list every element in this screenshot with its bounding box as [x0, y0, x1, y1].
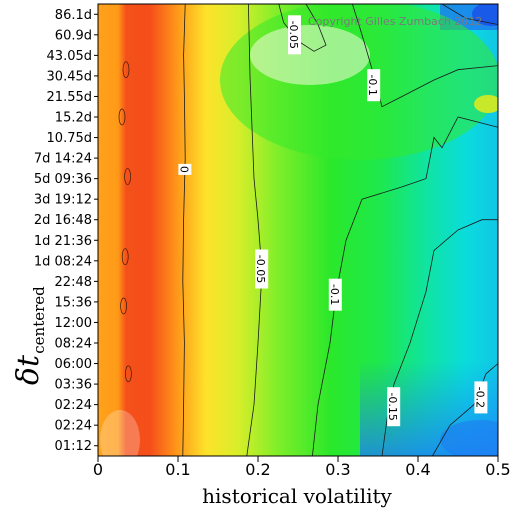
y-tick-label: 03:36 [55, 378, 92, 393]
y-tick-label: 1d 08:24 [34, 254, 92, 269]
contour-label-text: -0.15 [386, 392, 399, 420]
contour-label-bg [288, 15, 301, 55]
white-haze-top [250, 25, 370, 85]
y-tick-label: 15:36 [55, 295, 92, 310]
y-tick-label: 1d 21:36 [34, 234, 92, 249]
y-tick-label: 43.05d [47, 49, 92, 64]
contour-label-text: -0.05 [254, 255, 267, 283]
contour-island-5 [118, 108, 126, 126]
contour-label-bg [387, 387, 401, 427]
y-axis: 01:12 02:24 02:24 03:36 06:00 08:24 12:00 15:36… [34, 8, 98, 454]
contour-island-1 [124, 168, 131, 185]
contour-line-minus-005-b [278, 4, 327, 52]
contour-label-bg [178, 163, 192, 175]
contour-line-minus-02 [432, 363, 498, 456]
x-tick-label: 0.2 [245, 460, 270, 479]
contour-line-minus-01-top [352, 4, 498, 108]
contour-label-text: -0.05 [287, 21, 300, 49]
contour-label-bg [367, 69, 381, 102]
y-tick-label: 01:12 [55, 439, 92, 454]
contour-label-group: 0 -0.05 -0.05 -0.1 -0.1 -0.15 -0.2 [177, 15, 488, 427]
x-tick-label: 0.3 [325, 460, 350, 479]
contour-line-0 [182, 4, 186, 456]
contour-label-bg [255, 249, 269, 289]
contour-label-2: -0.05 [287, 15, 301, 55]
y-tick-label: 10.75d [47, 131, 92, 146]
plot-area: 0 -0.05 -0.05 -0.1 -0.1 -0.15 -0.2 [98, 4, 498, 456]
y-axis-label-subscript: centered [30, 286, 48, 354]
contour-label-4: -0.1 [366, 69, 381, 102]
bottom-right-blue-core [440, 420, 498, 456]
contour-label-5: -0.15 [386, 387, 401, 427]
y-tick-label: 7d 14:24 [34, 152, 92, 167]
contour-island-2 [121, 248, 129, 266]
contour-island-0 [122, 61, 130, 79]
contour-island-3 [120, 297, 127, 315]
contour-label-bg [474, 381, 488, 414]
y-tick-label: 86.1d [55, 8, 92, 23]
contour-label-text: -0.1 [366, 74, 379, 95]
y-tick-label: 02:24 [55, 419, 92, 434]
y-tick-label: 02:24 [55, 398, 92, 413]
y-tick-label: 2d 16:48 [34, 213, 92, 228]
contour-label-text: -0.2 [473, 387, 486, 408]
y-tick-label: 06:00 [55, 357, 92, 372]
contour-lines [118, 4, 498, 456]
contour-label-text: 0 [177, 166, 190, 173]
contour-label-bg [328, 278, 342, 311]
y-tick-label: 12:00 [55, 316, 92, 331]
x-tick-label: 0.5 [485, 460, 510, 479]
x-tick-label: 0.1 [165, 460, 190, 479]
contour-label-text: -0.1 [328, 284, 341, 305]
contour-line-minus-01 [312, 116, 498, 456]
contour-line-top-right [441, 4, 498, 25]
x-axis-label: historical volatility [202, 484, 392, 508]
contour-label-3: -0.1 [328, 278, 342, 311]
x-tick-label: 0.4 [405, 460, 430, 479]
y-axis-label: δt centered [11, 286, 48, 385]
copyright-notice: Copyright Gilles Zumbach 2012 [308, 15, 482, 28]
y-tick-label: 22:48 [55, 275, 92, 290]
plot-frame [97, 3, 499, 457]
contour-label-1: -0.05 [254, 249, 269, 289]
y-tick-label: 08:24 [55, 337, 92, 352]
y-tick-label: 60.9d [55, 28, 92, 43]
contour-island-4 [125, 365, 132, 383]
contour-line-minus-005-a [246, 4, 263, 456]
y-axis-label-main: δt [11, 354, 46, 385]
y-tick-label: 3d 19:12 [34, 193, 92, 208]
y-tick-label: 15.2d [55, 111, 92, 126]
y-tick-label: 30.45d [47, 69, 92, 84]
yellow-spot-right [474, 95, 498, 113]
x-tick-label: 0 [93, 460, 103, 479]
x-axis: 0 0.1 0.2 0.3 0.4 0.5 [93, 456, 511, 479]
y-tick-label: 21.55d [47, 90, 92, 105]
y-tick-label: 5d 09:36 [34, 172, 92, 187]
white-haze-bottom-left [100, 410, 140, 456]
contour-label-6: -0.2 [473, 381, 488, 414]
contour-label-0: 0 [177, 163, 192, 175]
